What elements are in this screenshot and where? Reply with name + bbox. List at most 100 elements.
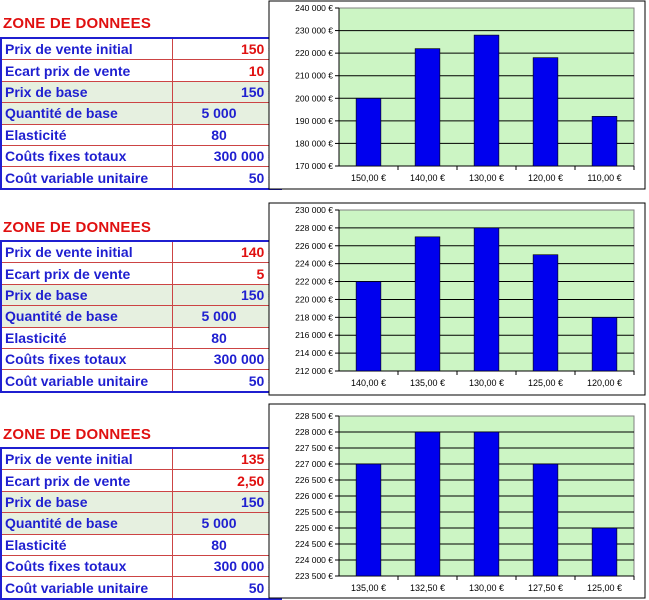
data-table: Prix de vente initial 150 € Ecart prix de… (0, 37, 282, 190)
row-value: 300 000 € (172, 144, 282, 167)
row-value: 5 000 (172, 512, 282, 535)
y-tick-label: 228 000 € (295, 223, 333, 233)
x-tick-label: 135,00 € (410, 378, 445, 388)
x-tick-label: 130,00 € (469, 173, 504, 183)
bar-chart-1: 170 000 € 180 000 € 190 000 € 200 000 € 210 … (268, 0, 646, 190)
y-tick-label: 226 000 € (295, 491, 333, 501)
table-row: Coût variable unitaire 50 € (0, 166, 282, 190)
y-tick-label: 224 500 € (295, 539, 333, 549)
row-label: Prix de vente initial (0, 37, 173, 60)
row-label: Elasticité (0, 123, 173, 146)
row-value: 5 000 (172, 305, 282, 328)
bar (355, 281, 382, 372)
row-label: Ecart prix de vente (0, 469, 173, 492)
table-row: Quantité de base 5 000 (0, 305, 282, 328)
row-value: 10 € (172, 59, 282, 82)
table-row: Prix de vente initial 135 € (0, 447, 282, 470)
row-label: Coût variable unitaire (0, 369, 173, 393)
row-value: 50 € (172, 369, 282, 393)
y-tick-label: 230 000 € (295, 205, 333, 215)
table-row: Prix de base 150 € (0, 80, 282, 103)
row-value: 140 € (172, 240, 282, 263)
y-tick-label: 225 000 € (295, 523, 333, 533)
zone-title: ZONE DE DONNEES (3, 15, 152, 32)
y-tick-label: 210 000 € (295, 71, 333, 81)
row-value: 150 € (172, 490, 282, 513)
x-tick-label: 110,00 € (587, 173, 621, 183)
row-label: Quantité de base (0, 512, 173, 535)
row-label: Coûts fixes totaux (0, 144, 173, 167)
table-row: Coût variable unitaire 50 € (0, 369, 282, 393)
y-tick-label: 240 000 € (295, 3, 333, 13)
y-tick-label: 228 500 € (295, 411, 333, 421)
y-tick-label: 226 500 € (295, 475, 333, 485)
y-tick-label: 200 000 € (295, 93, 333, 103)
table-row: Coût variable unitaire 50 € (0, 576, 282, 600)
bar (414, 48, 441, 167)
y-tick-label: 214 000 € (295, 348, 333, 358)
bar (532, 254, 559, 372)
y-tick-label: 212 000 € (295, 366, 333, 376)
y-tick-label: 223 500 € (295, 571, 333, 581)
bar (355, 97, 382, 167)
table-row: Prix de vente initial 140 € (0, 240, 282, 263)
row-label: Prix de base (0, 490, 173, 513)
row-value: 50 € (172, 576, 282, 600)
row-label: Coût variable unitaire (0, 166, 173, 190)
row-label: Elasticité (0, 533, 173, 556)
x-tick-label: 130,00 € (469, 378, 504, 388)
table-row: Ecart prix de vente 5 € (0, 262, 282, 285)
zone-title: ZONE DE DONNEES (3, 426, 152, 443)
row-value: 80 (172, 326, 282, 349)
x-tick-label: 140,00 € (410, 173, 445, 183)
y-tick-label: 216 000 € (295, 330, 333, 340)
y-tick-label: 225 500 € (295, 507, 333, 517)
row-label: Prix de vente initial (0, 447, 173, 470)
y-tick-label: 228 000 € (295, 427, 333, 437)
bar (414, 431, 441, 577)
x-tick-label: 132,50 € (410, 583, 445, 593)
table-row: Ecart prix de vente 10 € (0, 59, 282, 82)
row-value: 300 000 € (172, 347, 282, 370)
y-tick-label: 170 000 € (295, 161, 333, 171)
row-value: 135 € (172, 447, 282, 470)
bar (473, 227, 500, 372)
table-row: Quantité de base 5 000 (0, 512, 282, 535)
bar (414, 236, 441, 372)
row-label: Prix de base (0, 283, 173, 306)
row-label: Quantité de base (0, 305, 173, 328)
y-tick-label: 190 000 € (295, 116, 333, 126)
y-tick-label: 220 000 € (295, 48, 333, 58)
row-value: 5 € (172, 262, 282, 285)
table-row: Elasticité 80 (0, 326, 282, 349)
table-row: Coûts fixes totaux 300 000 € (0, 144, 282, 167)
bar (591, 317, 618, 372)
bar (591, 116, 618, 167)
row-label: Coûts fixes totaux (0, 347, 173, 370)
row-label: Prix de vente initial (0, 240, 173, 263)
y-tick-label: 224 000 € (295, 259, 333, 269)
bar-chart-2: 212 000 € 214 000 € 216 000 € 218 000 € 220 … (268, 202, 646, 396)
bar (532, 57, 559, 167)
row-value: 80 (172, 123, 282, 146)
row-value: 150 € (172, 80, 282, 103)
table-row: Prix de base 150 € (0, 490, 282, 513)
row-value: 50 € (172, 166, 282, 190)
row-label: Elasticité (0, 326, 173, 349)
bar (473, 34, 500, 167)
data-section-3: ZONE DE DONNEES Prix de vente initial 135… (0, 403, 649, 600)
row-value: 150 € (172, 283, 282, 306)
bar (473, 431, 500, 577)
x-tick-label: 140,00 € (351, 378, 386, 388)
y-tick-label: 218 000 € (295, 312, 333, 322)
row-label: Coûts fixes totaux (0, 554, 173, 577)
y-tick-label: 180 000 € (295, 138, 333, 148)
zone-title: ZONE DE DONNEES (3, 219, 152, 236)
y-tick-label: 226 000 € (295, 241, 333, 251)
y-tick-label: 220 000 € (295, 294, 333, 304)
row-label: Coût variable unitaire (0, 576, 173, 600)
bar-chart-3: 223 500 € 224 000 € 224 500 € 225 000 € 225 … (268, 403, 646, 599)
row-label: Ecart prix de vente (0, 262, 173, 285)
x-tick-label: 125,00 € (587, 583, 622, 593)
row-value: 5 000 (172, 102, 282, 125)
